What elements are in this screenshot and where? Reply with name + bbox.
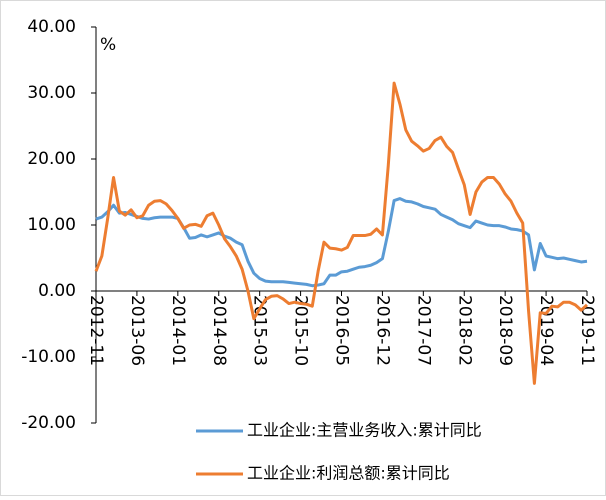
y-tick-label: 0.00 xyxy=(38,281,76,301)
x-tick-label: 2019-11 xyxy=(577,295,597,366)
x-tick-label: 2014-08 xyxy=(209,295,229,366)
y-axis-unit: % xyxy=(100,35,116,55)
y-tick-label: 40.00 xyxy=(27,17,76,37)
y-tick-label: 20.00 xyxy=(27,149,76,169)
x-tick-label: 2017-07 xyxy=(413,295,433,366)
x-tick-label: 2018-02 xyxy=(454,295,474,366)
y-tick-label: -10.00 xyxy=(21,347,76,367)
x-tick-label: 2015-03 xyxy=(250,295,270,366)
series-line xyxy=(94,81,589,385)
x-tick-label: 2012-11 xyxy=(86,295,106,366)
y-tick-label: -20.00 xyxy=(21,413,76,433)
x-tick-label: 2014-01 xyxy=(168,295,188,366)
x-tick-label: 2018-09 xyxy=(495,295,515,366)
y-tick-label: 30.00 xyxy=(27,83,76,103)
x-tick-label: 2015-10 xyxy=(291,295,311,366)
x-tick-label: 2013-06 xyxy=(127,295,147,366)
y-tick-label: 10.00 xyxy=(27,215,76,235)
legend-label: 工业企业:利润总额:累计同比 xyxy=(247,464,450,483)
x-tick-label: 2016-05 xyxy=(332,295,352,366)
legend-label: 工业企业:主营业务收入:累计同比 xyxy=(247,421,482,440)
x-tick-label: 2016-12 xyxy=(372,295,392,366)
